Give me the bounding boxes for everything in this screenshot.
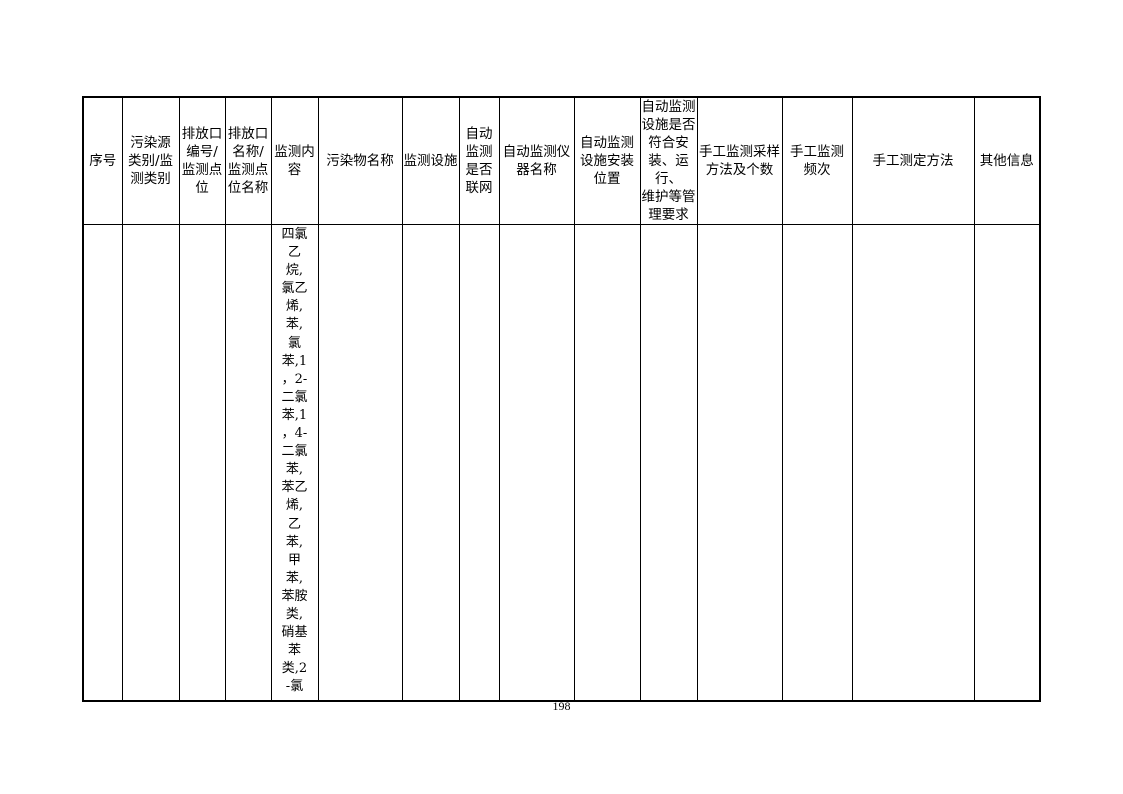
monitoring-table: 序号 污染源 类别/监 测类别 排放口 编号/ 监测点 位 排放口 名称/ 监测… [82,96,1041,702]
header-serial-number: 序号 [82,96,123,225]
header-manual-method: 手工测定方法 [851,96,975,225]
cell-serial-number [82,224,123,702]
cell-auto-instrument-name [498,224,575,702]
cell-manual-sampling [696,224,783,702]
page-number: 198 [552,699,571,713]
header-monitoring-content: 监测内 容 [270,96,319,225]
header-other-info: 其他信息 [973,96,1041,225]
header-auto-networked: 自动 监测 是否 联网 [458,96,500,225]
cell-pollutant-name [317,224,403,702]
header-auto-compliance: 自动监测 设施是否 符合安 装、运行、 维护等管 理要求 [639,96,698,225]
cell-auto-compliance [639,224,698,702]
cell-auto-install-location [573,224,641,702]
table-header-row: 序号 污染源 类别/监 测类别 排放口 编号/ 监测点 位 排放口 名称/ 监测… [82,96,1041,225]
cell-source-category [121,224,180,702]
header-source-category: 污染源 类别/监 测类别 [121,96,180,225]
header-manual-frequency: 手工监测 频次 [781,96,853,225]
cell-outlet-code [178,224,226,702]
table-row: 四氯 乙 烷, 氯乙 烯, 苯, 氯 苯,1 ，2- 二氯 苯,1 ，4- 二氯… [82,224,1041,702]
cell-manual-frequency [781,224,853,702]
header-auto-install-location: 自动监测 设施安装 位置 [573,96,641,225]
header-manual-sampling: 手工监测采样 方法及个数 [696,96,783,225]
header-monitoring-facility: 监测设施 [401,96,460,225]
header-auto-instrument-name: 自动监测仪 器名称 [498,96,575,225]
cell-monitoring-facility [401,224,460,702]
cell-other-info [973,224,1041,702]
cell-auto-networked [458,224,500,702]
header-outlet-code: 排放口 编号/ 监测点 位 [178,96,226,225]
header-outlet-name: 排放口 名称/ 监测点 位名称 [224,96,272,225]
header-pollutant-name: 污染物名称 [317,96,403,225]
cell-manual-method [851,224,975,702]
cell-outlet-name [224,224,272,702]
cell-monitoring-content: 四氯 乙 烷, 氯乙 烯, 苯, 氯 苯,1 ，2- 二氯 苯,1 ，4- 二氯… [270,224,319,702]
